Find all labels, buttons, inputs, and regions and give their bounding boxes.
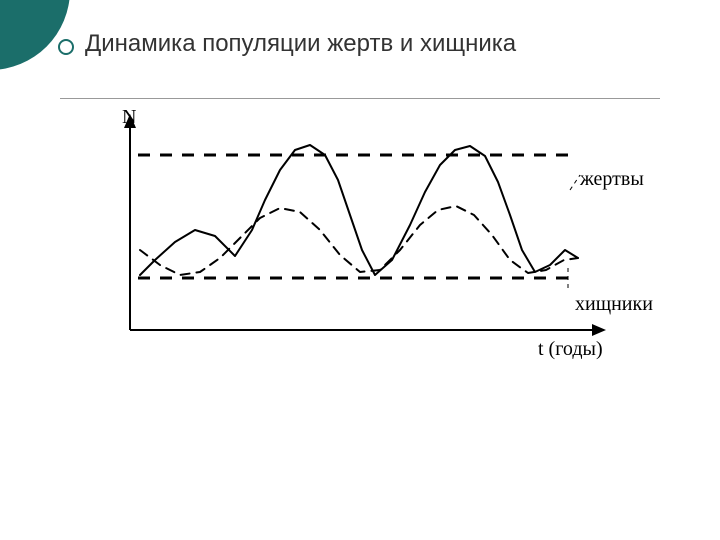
x-axis-label: t (годы) [538, 338, 603, 361]
decorative-corner-circle [0, 0, 70, 70]
chart-svg [80, 110, 640, 370]
bullet-icon [58, 39, 74, 55]
y-axis-label: N [122, 106, 136, 129]
population-dynamics-chart: N t (годы) жертвы хищники [80, 110, 640, 370]
slide-title: Динамика популяции жертв и хищника [85, 30, 516, 58]
legend-prey-label: жертвы [580, 168, 644, 191]
title-divider [60, 98, 660, 99]
legend-predator-label: хищники [575, 293, 653, 316]
